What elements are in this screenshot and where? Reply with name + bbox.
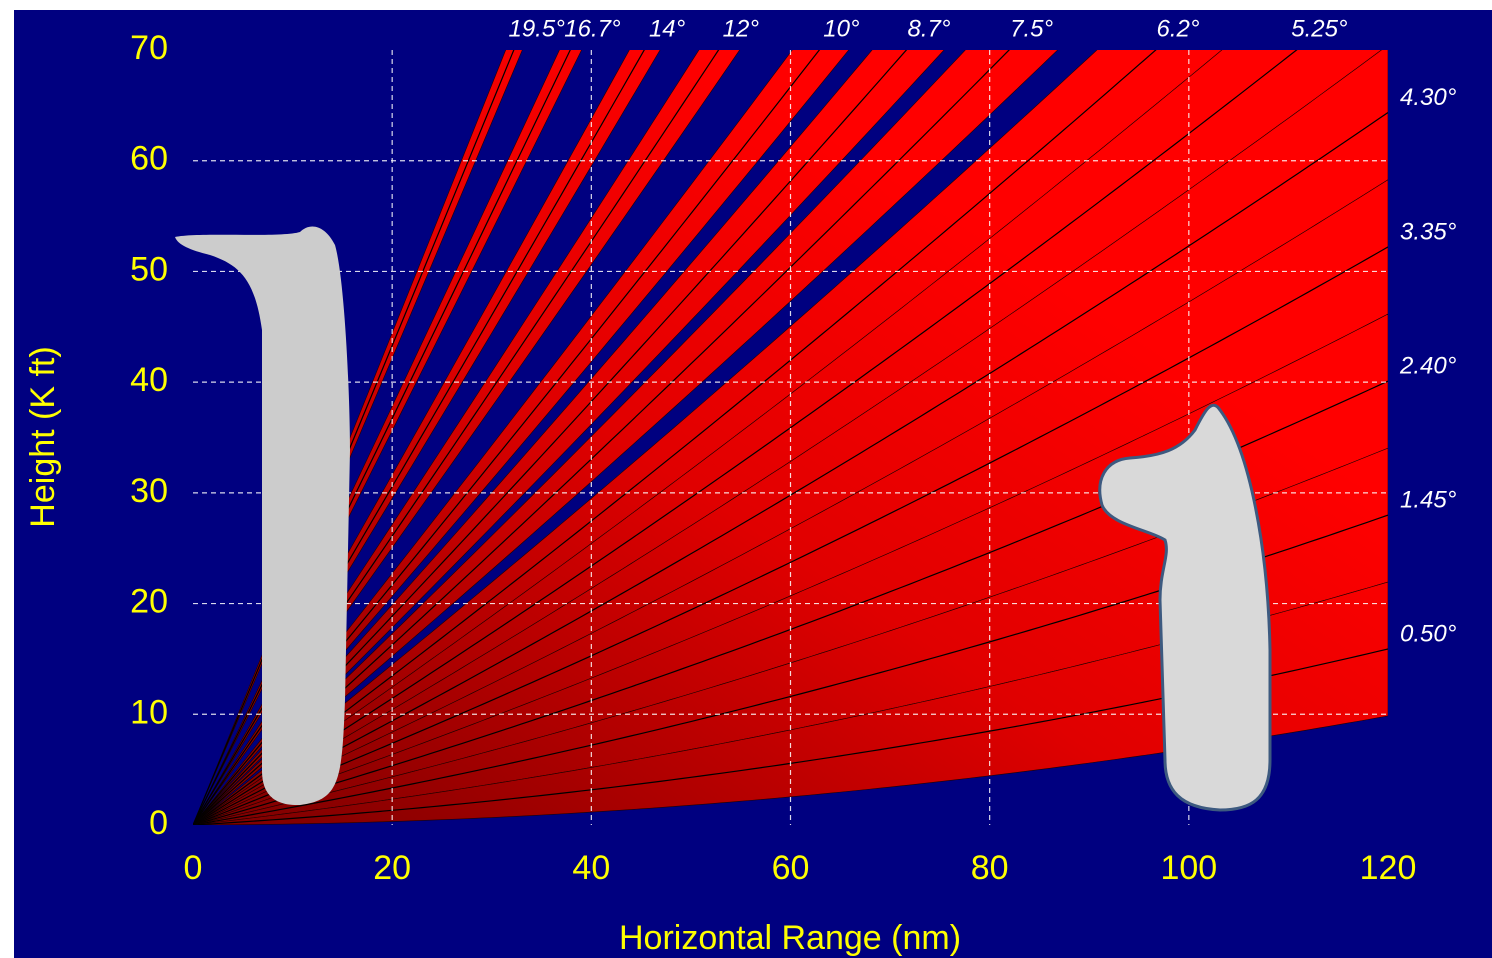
beam-label: 0.50° <box>1400 620 1457 647</box>
x-tick-label: 20 <box>373 849 411 887</box>
y-tick-label: 20 <box>130 583 168 621</box>
beam-label: 4.30° <box>1400 84 1457 111</box>
x-tick-label: 100 <box>1160 849 1217 887</box>
y-tick-label: 50 <box>130 250 168 288</box>
beam-label: 16.7° <box>564 15 621 42</box>
beam-label: 5.25° <box>1291 15 1348 42</box>
beam-label: 19.5° <box>508 15 565 42</box>
x-tick-label: 40 <box>572 849 610 887</box>
y-tick-label: 0 <box>149 804 168 842</box>
y-tick-label: 10 <box>130 693 168 731</box>
beam-label: 6.2° <box>1156 15 1199 42</box>
beam-label: 3.35° <box>1400 218 1457 245</box>
beam-label: 8.7° <box>908 15 951 42</box>
beam-label: 2.40° <box>1399 352 1457 379</box>
x-axis-label: Horizontal Range (nm) <box>619 919 961 957</box>
beam-label: 1.45° <box>1400 486 1457 513</box>
y-tick-label: 60 <box>130 140 168 178</box>
x-tick-label: 120 <box>1360 849 1417 887</box>
x-tick-label: 0 <box>184 849 203 887</box>
x-tick-label: 80 <box>971 849 1009 887</box>
beam-label: 10° <box>823 15 860 42</box>
y-tick-label: 40 <box>130 361 168 399</box>
y-tick-label: 70 <box>130 29 168 67</box>
chart: Horizontal Range (nm) Height (K ft) 0 20 4… <box>0 0 1492 958</box>
y-tick-label: 30 <box>130 472 168 510</box>
beam-label: 12° <box>723 15 760 42</box>
y-axis-label: Height (K ft) <box>24 346 62 527</box>
beam-label: 14° <box>649 15 686 42</box>
beam-label: 7.5° <box>1010 15 1053 42</box>
x-tick-label: 60 <box>772 849 810 887</box>
